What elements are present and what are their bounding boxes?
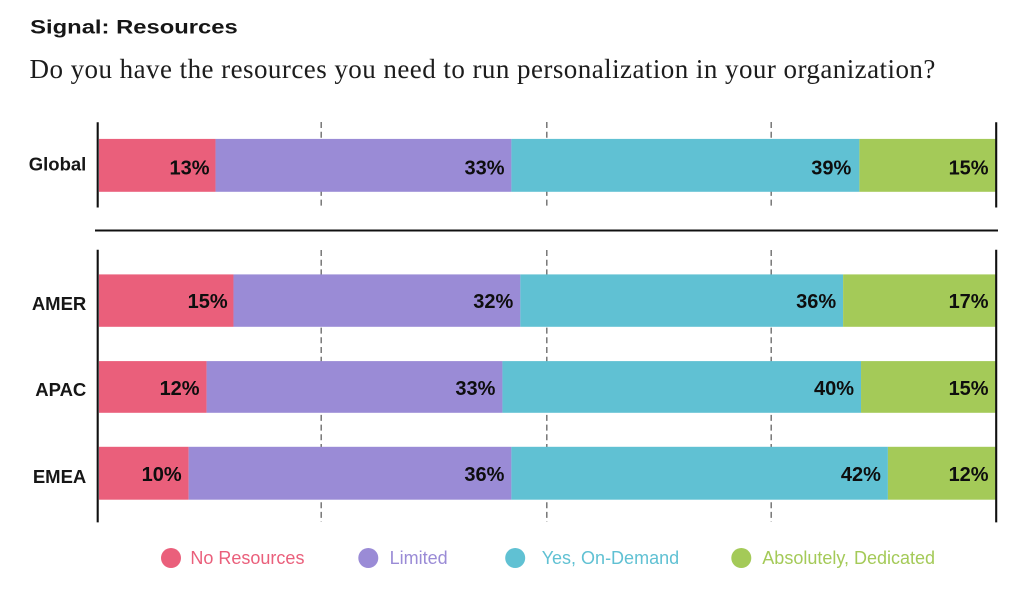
- svg-text:42%: 42%: [841, 464, 881, 486]
- svg-text:40%: 40%: [814, 378, 854, 400]
- svg-text:39%: 39%: [811, 157, 851, 179]
- svg-text:Limited: Limited: [390, 548, 448, 568]
- svg-text:15%: 15%: [188, 291, 228, 313]
- svg-text:12%: 12%: [949, 464, 989, 486]
- svg-text:Absolutely, Dedicated: Absolutely, Dedicated: [762, 548, 935, 568]
- svg-text:No Resources: No Resources: [190, 548, 304, 568]
- svg-text:10%: 10%: [142, 464, 182, 486]
- svg-text:36%: 36%: [796, 291, 836, 313]
- svg-text:AMER: AMER: [32, 293, 86, 314]
- svg-text:Yes, On-Demand: Yes, On-Demand: [542, 548, 679, 568]
- svg-text:Global: Global: [29, 153, 87, 174]
- svg-text:15%: 15%: [949, 378, 989, 400]
- svg-text:Signal: Resources: Signal: Resources: [30, 16, 238, 38]
- svg-text:EMEA: EMEA: [33, 466, 86, 487]
- svg-text:15%: 15%: [949, 157, 989, 179]
- svg-text:APAC: APAC: [35, 379, 86, 400]
- svg-text:Do you have the resources you: Do you have the resources you need to ru…: [30, 54, 936, 84]
- svg-text:33%: 33%: [464, 157, 504, 179]
- svg-text:36%: 36%: [464, 464, 504, 486]
- svg-text:17%: 17%: [949, 291, 989, 313]
- svg-text:13%: 13%: [169, 157, 209, 179]
- svg-text:32%: 32%: [473, 291, 513, 313]
- svg-text:33%: 33%: [455, 378, 495, 400]
- svg-text:12%: 12%: [160, 378, 200, 400]
